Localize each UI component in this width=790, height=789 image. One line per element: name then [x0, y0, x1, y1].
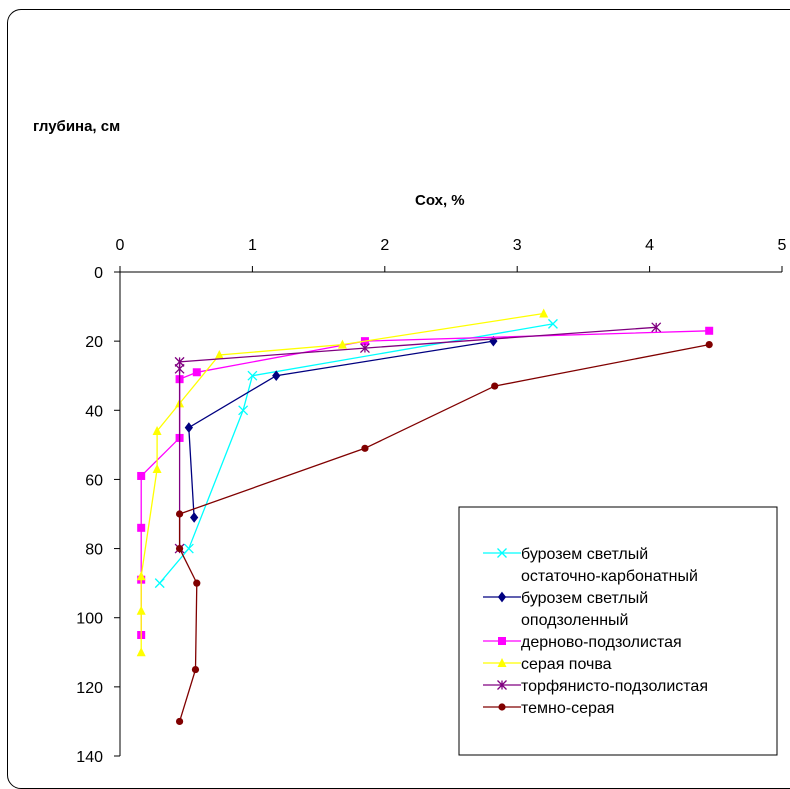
data-point	[651, 322, 662, 333]
data-point	[497, 548, 507, 558]
x-tick-label: 2	[380, 237, 389, 254]
data-point	[498, 637, 506, 645]
data-point	[337, 339, 347, 349]
series-5	[175, 341, 713, 726]
y-tick-label: 0	[94, 265, 103, 282]
data-point	[183, 543, 194, 554]
legend-item: торфянисто-подзолистая	[483, 678, 708, 695]
data-point	[247, 370, 258, 381]
y-tick-label: 140	[76, 749, 103, 766]
data-point	[152, 464, 162, 474]
legend-item: серая почва	[483, 656, 612, 673]
legend-item: бурозем светлый остаточно-карбонатный	[483, 546, 698, 585]
y-tick-label: 20	[85, 334, 103, 351]
legend: бурозем светлыйостаточно-карбонатныйбуро…	[458, 506, 778, 756]
y-tick-label: 60	[85, 472, 103, 489]
series-0	[154, 318, 558, 589]
series-3	[136, 308, 549, 657]
legend-label: дерново-подзолистая	[521, 634, 682, 651]
data-point	[184, 422, 193, 433]
data-point	[539, 308, 549, 318]
legend-label: темно-серая	[521, 700, 614, 717]
series-line	[188, 340, 494, 518]
data-point	[136, 605, 146, 615]
data-point	[137, 523, 146, 532]
legend-label: бурозем светлый	[521, 590, 648, 607]
y-tick-label: 40	[85, 403, 103, 420]
plot-area: 0 1 2 3 4 5 0 20 40 60 80 100 120 140	[76, 237, 786, 766]
y-axis-label: глубина, см	[33, 118, 121, 135]
legend-label: бурозем светлый	[521, 546, 648, 563]
data-point	[497, 591, 507, 603]
data-point	[705, 326, 714, 335]
legend-label: оподзоленный	[521, 612, 629, 629]
data-point	[489, 335, 498, 347]
x-tick-label: 3	[513, 237, 522, 254]
y-tick-label: 100	[76, 611, 103, 628]
data-point	[190, 512, 199, 523]
data-point	[498, 703, 506, 711]
legend-item: бурозем светлый оподзоленный	[483, 590, 648, 629]
series-1	[184, 335, 498, 523]
data-point	[191, 665, 200, 674]
y-tick-label: 80	[85, 542, 103, 559]
x-tick-label: 0	[116, 237, 125, 254]
legend-label: остаточно-карбонатный	[521, 568, 698, 585]
data-point	[136, 647, 146, 657]
x-axis-label: Сох, %	[415, 192, 465, 209]
x-tick-label: 4	[645, 237, 654, 254]
data-point	[175, 717, 184, 726]
x-tick-label: 5	[778, 237, 787, 254]
data-point	[175, 510, 184, 518]
legend-box	[458, 506, 778, 756]
y-tick-label: 120	[76, 680, 103, 697]
legend-label: серая почва	[521, 656, 612, 673]
chart-canvas: 0 1 2 3 4 5 0 20 40 60 80 100 120 140 бурозем светлый…	[76, 237, 786, 766]
data-point	[174, 363, 185, 374]
data-point	[359, 343, 370, 354]
legend-item: дерново-подзолистая	[483, 634, 682, 651]
legend-item: темно-серая	[483, 700, 614, 717]
data-point	[272, 370, 281, 382]
data-point	[154, 578, 165, 589]
legend-label: торфянисто-подзолистая	[521, 678, 708, 695]
data-point	[214, 349, 224, 359]
data-point	[152, 426, 162, 436]
data-point	[361, 444, 369, 452]
data-point	[193, 579, 201, 587]
x-tick-label: 1	[248, 237, 257, 254]
data-point	[175, 544, 184, 553]
data-point	[547, 318, 558, 329]
series-line	[178, 343, 710, 722]
data-point	[497, 658, 507, 667]
data-point	[705, 341, 713, 349]
data-point	[497, 680, 507, 690]
data-point	[238, 405, 249, 416]
data-point	[192, 368, 201, 377]
data-point	[137, 471, 146, 480]
data-point	[136, 571, 146, 581]
data-point	[491, 382, 499, 390]
